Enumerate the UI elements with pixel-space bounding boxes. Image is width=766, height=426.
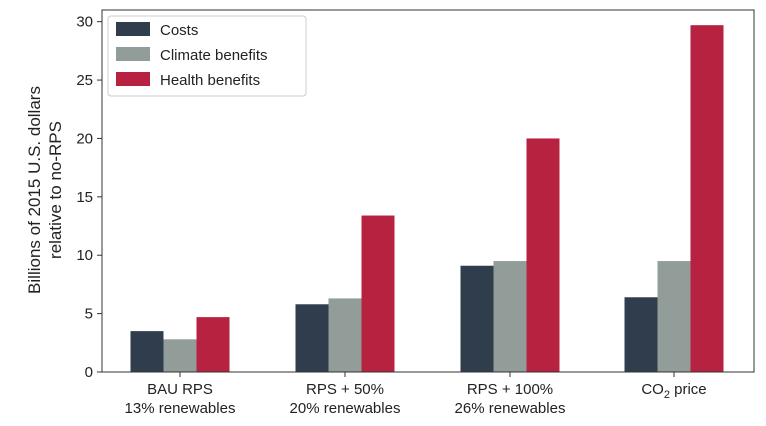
- y-tick-label: 10: [76, 247, 93, 264]
- x-category-label-rest: price: [670, 381, 707, 398]
- bar-costs: [295, 304, 329, 372]
- y-tick-label: 20: [76, 130, 93, 147]
- legend: Costs Climate benefits Health benefits: [107, 15, 307, 97]
- x-category-sublabel: 13% renewables: [125, 400, 236, 417]
- y-axis-label-line-2: relative to no-RPS: [46, 121, 65, 259]
- legend-frame: [107, 15, 307, 97]
- y-tick-label: 5: [85, 306, 93, 323]
- y-axis-label-line-1: Billions of 2015 U.S. dollars: [25, 86, 44, 294]
- y-axis: 0 5 10 15 20 25 30: [76, 14, 102, 381]
- bar-costs: [130, 331, 164, 372]
- x-category-label: CO2 price: [641, 381, 706, 401]
- plot-frame: [101, 9, 755, 373]
- x-category-label-main: CO: [641, 381, 664, 398]
- bar-climate-benefits: [163, 339, 197, 372]
- bar-health-benefits: [690, 25, 724, 373]
- legend-swatch: [116, 22, 150, 36]
- x-category-label: RPS + 50%: [306, 381, 384, 398]
- y-tick-label: 0: [85, 364, 93, 381]
- x-axis: BAU RPS 13% renewables RPS + 50% 20% renewa…: [125, 372, 707, 417]
- legend-label: Costs: [160, 22, 198, 39]
- y-tick-label: 30: [76, 14, 93, 31]
- x-category-sublabel: 20% renewables: [290, 400, 401, 417]
- y-tick-label: 15: [76, 189, 93, 206]
- legend-label: Climate benefits: [160, 47, 268, 64]
- bar-health-benefits: [361, 215, 395, 372]
- bar-climate-benefits: [328, 298, 362, 372]
- bars-group: [130, 25, 724, 373]
- legend-swatch: [116, 47, 150, 61]
- y-tick-label: 25: [76, 72, 93, 89]
- x-category-label: BAU RPS: [147, 381, 213, 398]
- bar-health-benefits: [196, 317, 230, 372]
- x-category-label: RPS + 100%: [467, 381, 553, 398]
- legend-label: Health benefits: [160, 72, 260, 89]
- x-category-sublabel: 26% renewables: [455, 400, 566, 417]
- bar-costs: [460, 265, 494, 372]
- bar-climate-benefits: [657, 261, 691, 372]
- bar-climate-benefits: [493, 261, 527, 372]
- bar-health-benefits: [526, 138, 560, 372]
- legend-swatch: [116, 72, 150, 86]
- x-category-label-subscript: 2: [664, 389, 670, 401]
- bar-costs: [624, 297, 658, 372]
